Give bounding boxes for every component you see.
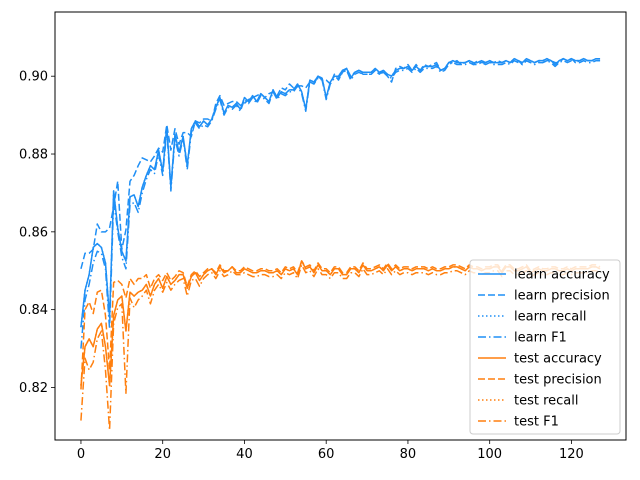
- legend: learn accuracy learn precision learn recal…: [469, 259, 621, 435]
- x-tick-label: 100: [477, 447, 502, 462]
- series-line-learn-f1: [80, 59, 601, 349]
- legend-label-learn-recall: learn recall: [514, 310, 586, 325]
- legend-label-learn-f1: learn F1: [514, 331, 567, 346]
- y-tick-label: 0.88: [19, 148, 48, 163]
- y-axis: 0.82 0.84 0.86 0.88 0.90: [19, 70, 55, 396]
- legend-label-test-accuracy: test accuracy: [514, 352, 602, 367]
- legend-label-learn-accuracy: learn accuracy: [514, 268, 610, 283]
- series-line-learn-recall: [80, 57, 601, 328]
- series-line-test-f1: [80, 264, 601, 432]
- x-tick-label: 60: [318, 447, 335, 462]
- legend-box: [469, 259, 621, 435]
- legend-label-test-precision: test precision: [514, 373, 602, 388]
- x-tick-label: 0: [77, 447, 85, 462]
- x-tick-label: 40: [236, 447, 253, 462]
- plot-area-frame: [54, 11, 627, 441]
- x-axis: 0 20 40 60 80 100 120: [77, 440, 584, 462]
- legend-label-test-recall: test recall: [514, 394, 579, 409]
- x-tick-label: 20: [154, 447, 171, 462]
- legend-label-test-f1: test F1: [514, 415, 559, 430]
- y-tick-label: 0.90: [19, 70, 48, 85]
- legend-label-learn-precision: learn precision: [514, 289, 610, 304]
- x-tick-label: 120: [559, 447, 584, 462]
- y-tick-label: 0.82: [19, 381, 48, 396]
- x-tick-label: 80: [400, 447, 417, 462]
- y-tick-label: 0.84: [19, 303, 48, 318]
- y-tick-label: 0.86: [19, 225, 48, 240]
